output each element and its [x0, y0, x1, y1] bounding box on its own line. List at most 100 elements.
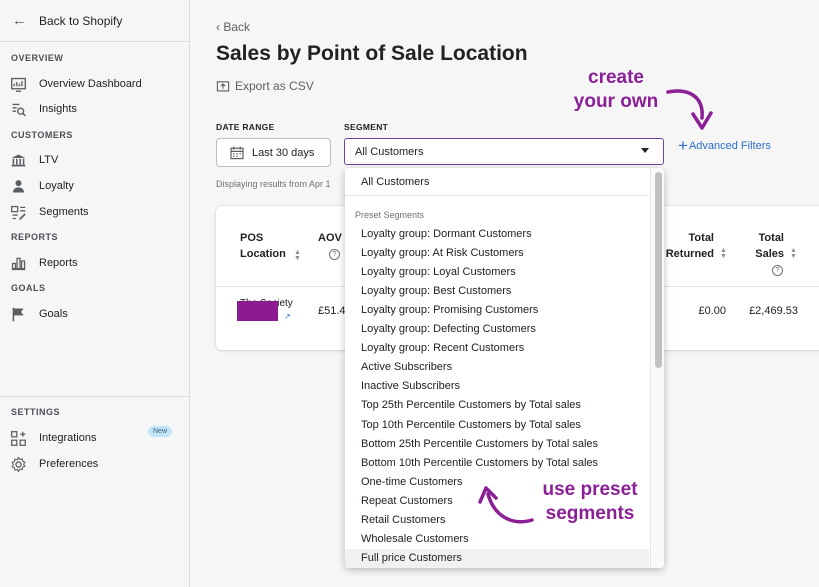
sidebar-item-overview-dashboard[interactable]: Overview Dashboard [10, 73, 180, 95]
section-reports: REPORTS [11, 232, 59, 242]
displaying-results-text: Displaying results from Apr 1 [216, 179, 331, 189]
person-icon [10, 178, 39, 195]
bank-icon [10, 152, 39, 169]
new-badge: New [148, 426, 173, 437]
section-customers: CUSTOMERS [11, 130, 73, 140]
sort-icon[interactable]: ▲ ▼ [790, 247, 797, 260]
scrollbar-thumb[interactable] [655, 172, 662, 368]
insights-icon [10, 101, 39, 118]
export-icon [216, 81, 230, 92]
back-link[interactable]: ‹ Back [216, 20, 250, 34]
header-aov[interactable]: AOV [318, 232, 342, 244]
segment-select[interactable]: All Customers [344, 138, 664, 165]
sidebar-item-label: Goals [39, 308, 68, 320]
advanced-filters-label: Advanced Filters [688, 140, 771, 152]
sidebar-item-label: LTV [39, 154, 59, 166]
dropdown-option[interactable]: Bottom 10th Percentile Customers by Tota… [361, 456, 599, 469]
segment-dropdown: All Customers Preset Segments Loyalty gr… [345, 168, 664, 568]
arrow-left-icon: ← [12, 12, 27, 29]
sidebar-item-insights[interactable]: Insights [10, 98, 180, 120]
sidebar-item-label: Integrations [39, 432, 97, 444]
dashboard-icon [10, 76, 39, 93]
dropdown-option[interactable]: Loyalty group: At Risk Customers [361, 246, 524, 259]
sort-icon[interactable]: ▲ ▼ [720, 247, 727, 260]
section-settings: SETTINGS [11, 407, 61, 417]
annotation-line: your own [573, 91, 659, 112]
segment-label: SEGMENT [344, 122, 389, 132]
sidebar-item-label: Preferences [39, 458, 99, 470]
header-total-sales[interactable]: Total Sales [755, 232, 784, 260]
sidebar-item-label: Segments [39, 206, 89, 218]
apps-icon [10, 430, 39, 447]
cell-total-sales: £2,469.53 [749, 305, 798, 317]
dropdown-option[interactable]: Loyalty group: Loyal Customers [361, 265, 516, 278]
sort-icon[interactable]: ▲ ▼ [294, 249, 301, 262]
header-total-returned[interactable]: Total Returned [665, 232, 714, 260]
section-overview: OVERVIEW [11, 53, 64, 63]
dropdown-option[interactable]: Loyalty group: Defecting Customers [361, 323, 536, 335]
help-icon[interactable]: ? [772, 265, 783, 276]
segment-select-value: All Customers [355, 145, 424, 158]
section-goals: GOALS [11, 283, 46, 293]
dropdown-scrollbar[interactable] [650, 168, 664, 568]
help-icon[interactable]: ? [329, 249, 340, 260]
dropdown-option[interactable]: Loyalty group: Recent Customers [361, 342, 525, 355]
header-pos-location[interactable]: POS Location [240, 232, 286, 260]
dropdown-option[interactable]: Loyalty group: Promising Customers [361, 303, 539, 316]
sidebar-item-preferences[interactable]: Preferences [10, 453, 180, 475]
back-link-label: Back [223, 20, 251, 34]
sidebar-item-label: Reports [39, 257, 78, 269]
annotation-line: segments [545, 503, 635, 524]
export-csv-button[interactable]: Export as CSV [216, 79, 314, 93]
dropdown-option[interactable]: One-time Customers [361, 475, 463, 488]
annotation-create-your-own: create your own [566, 66, 666, 114]
back-to-shopify-link[interactable]: ← Back to Shopify [0, 0, 189, 42]
back-to-shopify-label: Back to Shopify [39, 13, 123, 28]
date-range-label: DATE RANGE [216, 122, 275, 132]
dropdown-group-label: Preset Segments [355, 210, 425, 220]
dropdown-option[interactable]: Top 25th Percentile Customers by Total s… [361, 399, 581, 412]
sidebar-item-goals[interactable]: Goals [10, 303, 180, 325]
sidebar-item-segments[interactable]: Segments [10, 201, 180, 223]
annotation-arrow-icon [478, 486, 534, 524]
dropdown-option[interactable]: Inactive Subscribers [361, 380, 461, 393]
dropdown-option[interactable]: Full price Customers [345, 548, 649, 568]
dropdown-option[interactable]: Loyalty group: Best Customers [361, 284, 512, 297]
sidebar-item-integrations[interactable]: Integrations [10, 427, 180, 449]
sidebar-item-label: Loyalty [39, 180, 74, 192]
annotation-use-preset-segments: use preset segments [532, 478, 648, 526]
annotation-line: create [588, 67, 644, 88]
cell-total-returned: £0.00 [698, 305, 726, 317]
dropdown-option[interactable]: Bottom 25th Percentile Customers by Tota… [361, 437, 599, 450]
flag-icon [10, 306, 39, 323]
dropdown-option[interactable]: Retail Customers [361, 514, 446, 526]
gear-icon [10, 456, 39, 473]
dropdown-option-all-customers[interactable]: All Customers [345, 168, 649, 196]
external-link-icon[interactable]: ↗ [284, 312, 291, 321]
dropdown-option[interactable]: Active Subscribers [361, 361, 453, 374]
plus-icon: + [678, 136, 688, 155]
cell-aov: £51.4 [318, 305, 346, 317]
advanced-filters-link[interactable]: + Advanced Filters [678, 136, 771, 155]
segments-icon [10, 204, 39, 221]
sidebar-item-reports[interactable]: Reports [10, 252, 180, 274]
date-range-value: Last 30 days [252, 146, 315, 159]
date-range-button[interactable]: Last 30 days [216, 138, 331, 167]
sidebar-item-ltv[interactable]: LTV [10, 149, 180, 171]
export-csv-label: Export as CSV [235, 79, 314, 93]
dropdown-option[interactable]: Loyalty group: Dormant Customers [361, 227, 532, 240]
annotation-line: use preset [542, 479, 638, 500]
sidebar-item-label: Insights [39, 103, 77, 115]
dropdown-option[interactable]: Top 10th Percentile Customers by Total s… [361, 418, 581, 431]
chevron-left-icon: ‹ [216, 20, 224, 34]
dropdown-option[interactable]: Repeat Customers [361, 494, 453, 507]
redaction-block [237, 301, 278, 321]
calendar-icon [230, 146, 244, 159]
sidebar-divider [0, 396, 189, 397]
dropdown-option[interactable]: Wholesale Customers [361, 533, 469, 546]
caret-down-icon [641, 148, 649, 153]
sidebar-item-loyalty[interactable]: Loyalty [10, 175, 180, 197]
bar-chart-icon [10, 255, 39, 272]
page-title: Sales by Point of Sale Location [216, 42, 528, 65]
annotation-arrow-icon [666, 89, 713, 130]
